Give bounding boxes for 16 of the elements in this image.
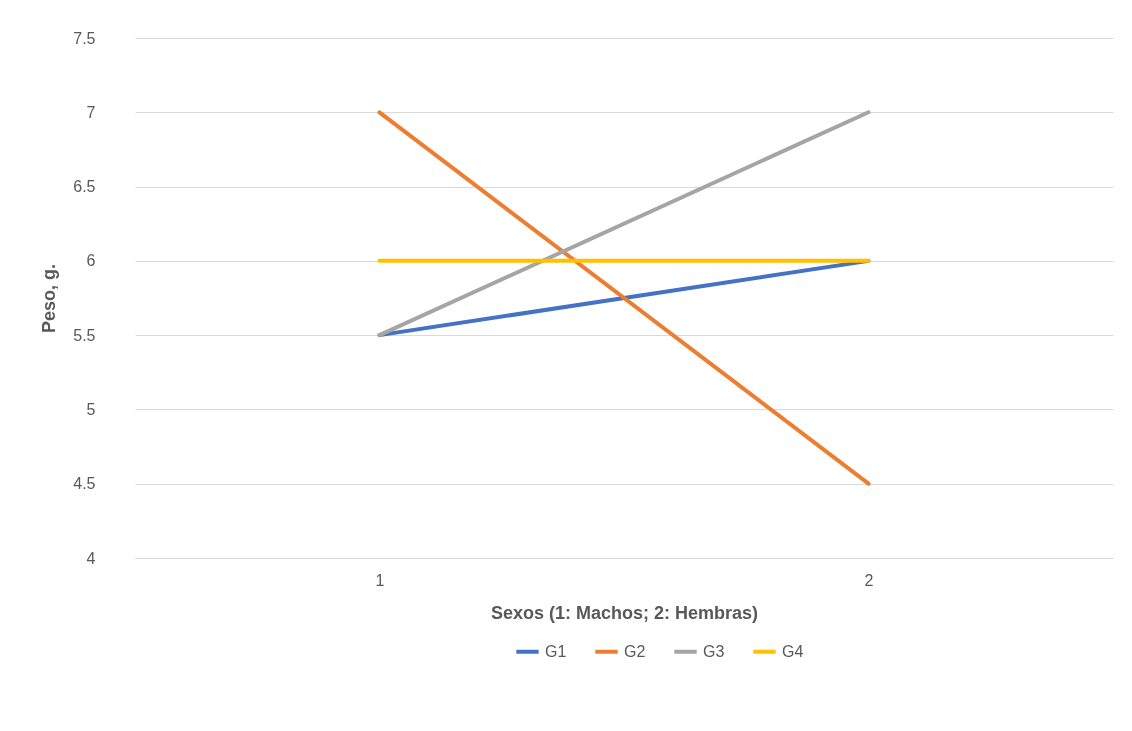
y-tick-label: 5.5 — [73, 326, 96, 344]
y-tick-label: 7.5 — [73, 29, 96, 47]
y-tick-label: 6.5 — [73, 178, 96, 196]
y-tick-label: 5 — [86, 400, 96, 418]
y-tick-label: 4 — [86, 549, 96, 567]
x-tick-label: 1 — [375, 571, 385, 589]
y-tick-label: 6 — [86, 252, 96, 270]
legend-label: G1 — [545, 642, 567, 660]
y-axis-title: Peso, g. — [39, 263, 60, 334]
y-tick-label: 4.5 — [73, 475, 96, 493]
x-axis-title: Sexos (1: Machos; 2: Hembras) — [490, 602, 759, 623]
legend-label: G4 — [782, 642, 804, 660]
y-tick-label: 7 — [86, 103, 96, 121]
x-tick-label: 2 — [864, 571, 874, 589]
legend-label: G3 — [703, 642, 725, 660]
legend-label: G2 — [624, 642, 646, 660]
